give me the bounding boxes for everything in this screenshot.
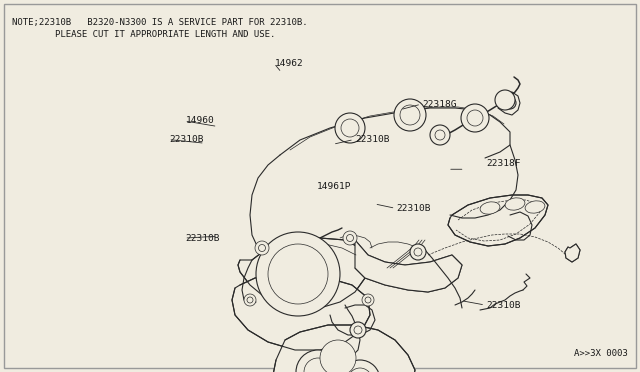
Ellipse shape [480,202,500,214]
Polygon shape [232,275,370,350]
Circle shape [394,99,426,131]
Circle shape [335,113,365,143]
Text: 22318G: 22318G [422,100,457,109]
Circle shape [340,360,380,372]
Text: 22310B: 22310B [355,135,390,144]
Text: A>>3X 0003: A>>3X 0003 [574,349,628,358]
Circle shape [296,350,340,372]
Polygon shape [355,240,462,292]
Circle shape [461,104,489,132]
Text: 14961P: 14961P [317,182,351,190]
Text: 22318F: 22318F [486,159,521,168]
Text: 22310B: 22310B [170,135,204,144]
Circle shape [320,340,356,372]
Polygon shape [238,238,368,308]
Circle shape [255,241,269,255]
Circle shape [495,90,515,110]
Polygon shape [565,244,580,262]
Text: PLEASE CUT IT APPROPRIATE LENGTH AND USE.: PLEASE CUT IT APPROPRIATE LENGTH AND USE… [12,30,275,39]
Ellipse shape [505,198,525,210]
Circle shape [410,244,426,260]
Polygon shape [272,325,415,372]
Ellipse shape [525,201,545,213]
Text: 14962: 14962 [275,59,304,68]
Circle shape [244,294,256,306]
Polygon shape [448,195,548,246]
Circle shape [504,97,516,109]
Circle shape [430,125,450,145]
Circle shape [362,294,374,306]
Text: 14960: 14960 [186,116,214,125]
Text: 22310B: 22310B [486,301,521,310]
Text: NOTE;22310B   B2320-N3300 IS A SERVICE PART FOR 22310B.: NOTE;22310B B2320-N3300 IS A SERVICE PAR… [12,18,308,27]
Circle shape [350,322,366,338]
Circle shape [256,232,340,316]
Circle shape [343,231,357,245]
Text: 22310B: 22310B [186,234,220,243]
Text: 22310B: 22310B [397,204,431,213]
